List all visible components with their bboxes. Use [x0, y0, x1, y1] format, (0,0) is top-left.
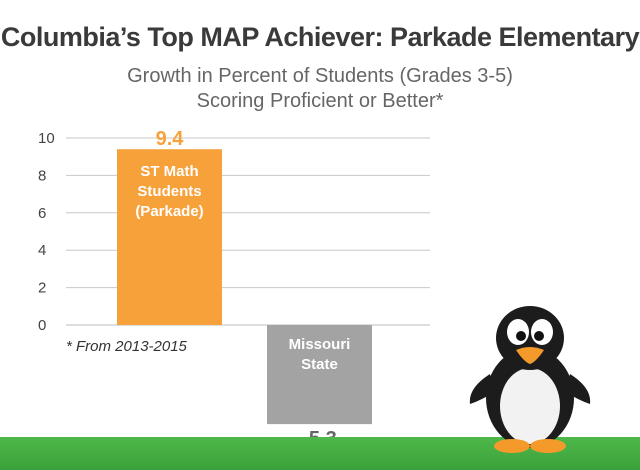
y-tick-label: 6 — [38, 205, 46, 222]
chart-title: Columbia’s Top MAP Achiever: Parkade Ele… — [0, 22, 640, 52]
data-label: 9.4 — [156, 128, 185, 150]
penguin-mascot-icon — [469, 306, 591, 453]
bar-chart: 0 2 4 6 8 10 9.4 ST Math Students (Parkade) -5.3 Mi… — [38, 128, 430, 440]
chart-subtitle: Growth in Percent of Students (Grades 3-… — [0, 64, 640, 114]
subtitle-line-1: Growth in Percent of Students (Grades 3-… — [127, 65, 513, 87]
bar — [117, 149, 222, 325]
y-tick-label: 0 — [38, 317, 46, 334]
y-tick-label: 2 — [38, 280, 46, 297]
category-label: Missouri — [289, 336, 351, 353]
subtitle-line-2: Scoring Proficient or Better* — [196, 90, 444, 112]
category-label: ST Math — [140, 163, 198, 180]
category-label: State — [301, 356, 338, 373]
category-label: (Parkade) — [135, 203, 203, 220]
category-label: Students — [137, 183, 201, 200]
bar — [267, 325, 372, 425]
y-tick-label: 4 — [38, 242, 46, 259]
data-label: -5.3 — [302, 428, 336, 440]
y-tick-label: 8 — [38, 167, 46, 184]
footnote: * From 2013-2015 — [66, 338, 187, 355]
y-tick-label: 10 — [38, 130, 55, 147]
